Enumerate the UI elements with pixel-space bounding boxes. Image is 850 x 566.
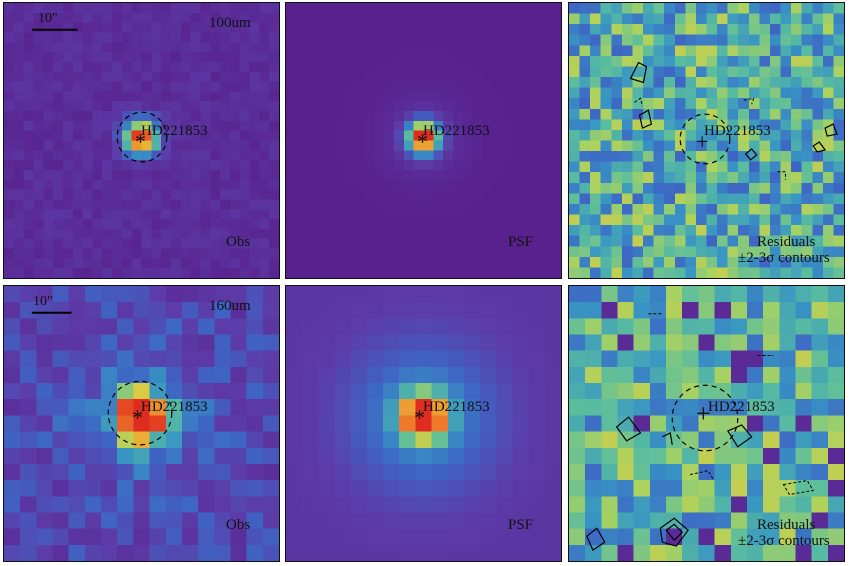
image-psf-160um [286, 286, 561, 561]
star-label: HD221853 [423, 399, 490, 415]
scale-label: 10" [38, 11, 58, 26]
contour-negative [777, 171, 786, 180]
contour [662, 432, 673, 445]
contour [638, 109, 653, 129]
panel-type-label: PSF [508, 234, 534, 250]
panel-residuals-160um: + HD221853 Residuals ±2-3σ contours [568, 285, 845, 562]
contour [665, 523, 684, 542]
aperture-circle [116, 111, 168, 163]
panel-type-label-2: ±2-3σ contours [738, 250, 830, 266]
band-label: 160um [209, 298, 251, 314]
contour [824, 123, 838, 137]
star-label: HD221853 [141, 123, 208, 139]
panel-type-label: Obs [226, 234, 251, 250]
panel-psf-100um: * HD221853 PSF [285, 2, 562, 279]
band-label: 100um [209, 15, 251, 31]
contour [726, 424, 753, 448]
aperture-circle [679, 113, 731, 165]
panel-obs-100um: 10" 100um * HD221853 Obs [3, 2, 280, 279]
panel-type-label: Obs [226, 517, 251, 533]
star-marker: * [135, 129, 146, 154]
star-marker: + [696, 399, 711, 428]
overlay-residuals-160um [586, 313, 815, 551]
panel-type-label: Residuals [757, 517, 816, 533]
contour-negative [743, 97, 755, 105]
image-residuals-100um [569, 3, 844, 278]
contour [615, 416, 642, 442]
image-psf-100um [286, 3, 561, 278]
star-marker: * [414, 405, 425, 430]
image-obs-160um [4, 286, 279, 561]
aperture-circle [107, 380, 173, 446]
contour [744, 148, 758, 161]
panel-residuals-100um: + HD221853 Residuals ±2-3σ contours [568, 2, 845, 279]
panel-psf-160um: * HD221853 PSF [285, 285, 562, 562]
panel-type-label: Residuals [757, 234, 816, 250]
star-label: HD221853 [704, 123, 771, 139]
image-residuals-160um [569, 286, 844, 561]
overlay-obs-160um [31, 311, 173, 446]
contour [812, 141, 827, 153]
overlay-obs-100um [31, 28, 168, 163]
overlay-residuals-100um [629, 61, 838, 180]
image-obs-100um [4, 3, 279, 278]
contour-negative [782, 480, 815, 496]
panel-obs-160um: 10" 160um * HD221853 Obs [3, 285, 280, 562]
contour [629, 61, 648, 84]
aperture-circle [671, 384, 739, 452]
contour [659, 517, 689, 547]
star-label: HD221853 [141, 399, 208, 415]
star-label: HD221853 [423, 123, 490, 139]
panel-type-label: PSF [508, 517, 534, 533]
panel-type-label-2: ±2-3σ contours [738, 533, 830, 549]
scale-label: 10" [33, 294, 53, 309]
star-marker: * [132, 405, 143, 430]
star-marker: * [417, 129, 428, 154]
star-marker: + [696, 129, 709, 154]
contour-negative [634, 97, 643, 107]
star-label: HD221853 [708, 399, 775, 415]
contour-negative [690, 470, 715, 481]
contour [586, 527, 606, 551]
